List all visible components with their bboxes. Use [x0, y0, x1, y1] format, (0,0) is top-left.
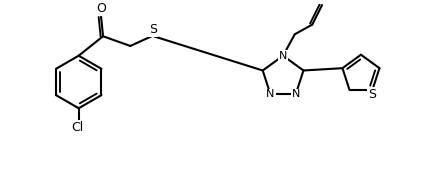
Text: S: S	[148, 23, 156, 36]
Text: N: N	[278, 51, 287, 61]
Text: S: S	[368, 88, 375, 101]
Text: N: N	[291, 89, 299, 99]
Text: O: O	[96, 1, 106, 15]
Text: N: N	[266, 89, 274, 99]
Text: Cl: Cl	[72, 121, 83, 134]
